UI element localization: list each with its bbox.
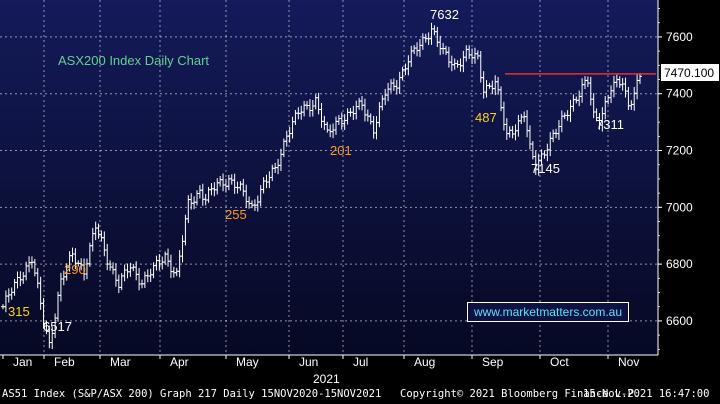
x-tick-label: Jul: [353, 355, 368, 369]
annotation-label: 7145: [531, 161, 560, 176]
x-tick-label: May: [236, 355, 259, 369]
annotation-label: 315: [8, 304, 30, 319]
y-tick-label: 7400: [666, 87, 693, 101]
annotation-label: 255: [225, 207, 247, 222]
watermark-url[interactable]: www.marketmatters.com.au: [467, 302, 629, 322]
x-tick-label: Aug: [414, 355, 435, 369]
last-price-box: [661, 64, 719, 81]
x-tick-label: Jun: [299, 355, 318, 369]
annotation-label: 6517: [43, 319, 72, 334]
x-tick-label: Oct: [550, 355, 569, 369]
annotation-label: 487: [475, 110, 497, 125]
x-tick-label: Feb: [54, 355, 75, 369]
x-tick-label: Sep: [482, 355, 504, 369]
footer-copyright: Copyright© 2021 Bloomberg Finance L.P.: [400, 388, 641, 400]
plot-background: [0, 0, 658, 355]
y-tick-label: 6600: [666, 314, 693, 328]
x-tick-label: Mar: [110, 355, 131, 369]
y-tick-label: 7600: [666, 30, 693, 44]
annotation-label: 290: [64, 262, 86, 277]
x-tick-label: Nov: [618, 355, 639, 369]
annotation-label: 7311: [596, 117, 624, 132]
y-tick-label: 6800: [666, 257, 693, 271]
annotation-label: 201: [330, 143, 352, 158]
chart-title: ASX200 Index Daily Chart: [58, 53, 210, 68]
footer-security: AS51 Index (S&P/ASX 200) Graph 217 Daily…: [2, 388, 382, 400]
footer-bar: AS51 Index (S&P/ASX 200) Graph 217 Daily…: [0, 385, 720, 404]
y-tick-label: 7000: [666, 200, 693, 214]
x-year-label: 2021: [313, 372, 340, 386]
x-tick-label: Apr: [170, 355, 189, 369]
annotation-label: 7632: [430, 7, 459, 22]
footer-timestamp: 15-Nov-2021 16:47:00: [583, 388, 710, 400]
y-tick-label: 7200: [666, 144, 693, 158]
last-price-label: 7470.100: [664, 66, 714, 80]
x-tick-label: Jan: [13, 355, 32, 369]
